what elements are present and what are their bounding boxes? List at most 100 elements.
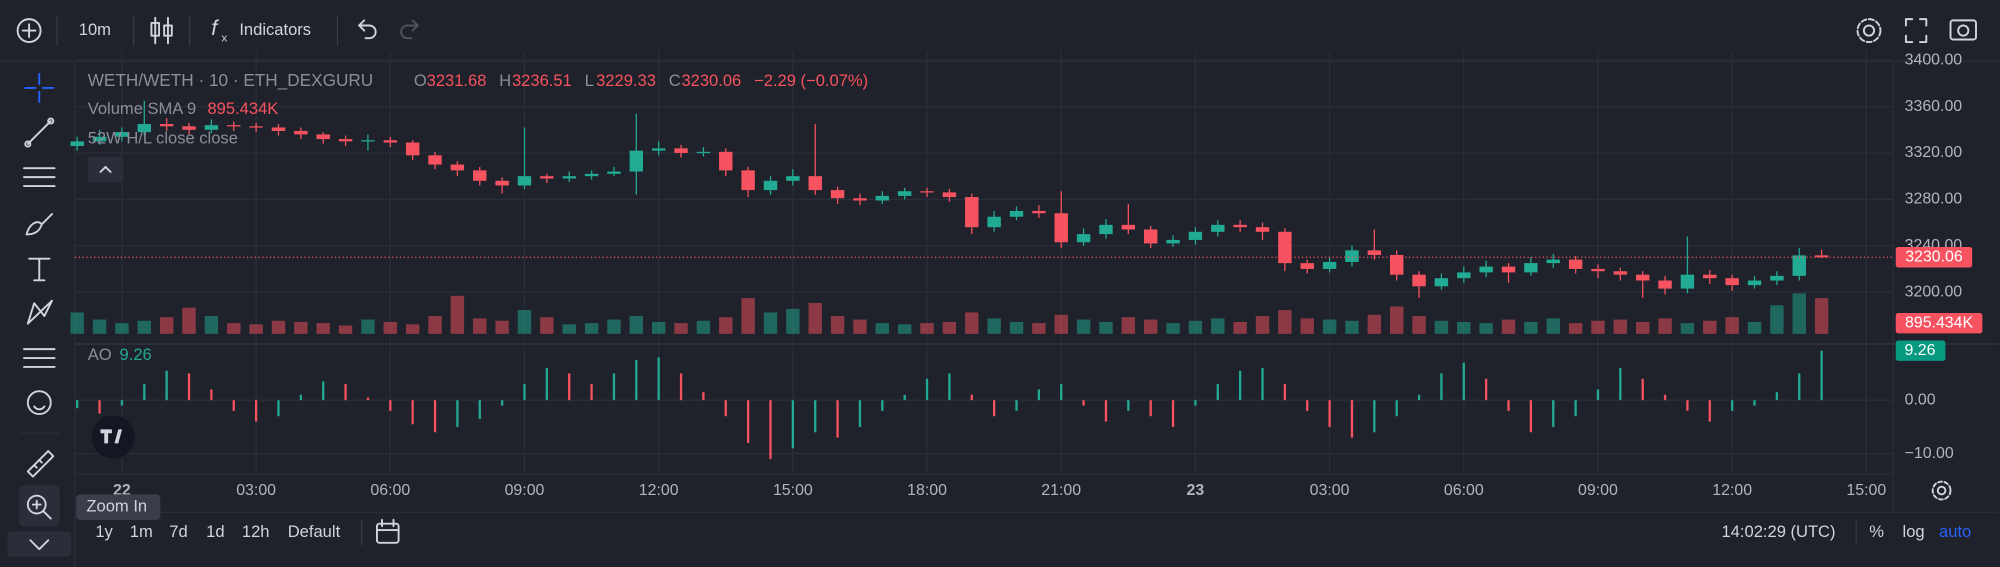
percent-button[interactable]: % bbox=[1869, 522, 1884, 541]
log-button[interactable]: log bbox=[1903, 522, 1925, 541]
volume-bar bbox=[182, 307, 196, 334]
ao-bar bbox=[545, 368, 548, 401]
axis-settings-button[interactable] bbox=[1931, 480, 1952, 501]
candle-body bbox=[1211, 224, 1225, 232]
fib-tool[interactable] bbox=[23, 167, 56, 187]
chart-style-button[interactable] bbox=[150, 16, 173, 45]
indicator-legend: 52W H/L close close bbox=[88, 128, 238, 147]
volume-bar bbox=[383, 321, 398, 334]
candle-body bbox=[987, 216, 1001, 228]
ao-bar bbox=[635, 360, 638, 401]
volume-bar bbox=[1412, 315, 1426, 334]
candle-body bbox=[763, 180, 778, 191]
range-button[interactable]: 7d bbox=[169, 522, 187, 541]
candle-body bbox=[808, 176, 822, 191]
range-button[interactable]: 1d bbox=[206, 522, 224, 541]
pattern-tool[interactable] bbox=[26, 299, 53, 325]
ao-bar bbox=[299, 394, 302, 401]
auto-button[interactable]: auto bbox=[1939, 522, 1971, 541]
candle-body bbox=[1188, 231, 1203, 240]
y-tick-label: 3200.00 bbox=[1905, 283, 1963, 300]
candle-body bbox=[204, 125, 219, 130]
candle-body bbox=[1546, 259, 1560, 264]
candle-body bbox=[1121, 224, 1136, 230]
volume-bar bbox=[338, 325, 353, 334]
fullscreen-button[interactable] bbox=[1904, 18, 1928, 44]
ao-bar bbox=[1462, 362, 1465, 401]
volume-bar bbox=[584, 323, 599, 334]
x-tick-label: 03:00 bbox=[1310, 482, 1350, 499]
legend-open: 3231.68 bbox=[427, 71, 487, 90]
candle-body bbox=[294, 130, 308, 135]
ao-bar bbox=[254, 400, 258, 422]
indicators-button[interactable]: Indicators bbox=[239, 20, 311, 39]
volume-bar bbox=[674, 323, 688, 334]
trend-line-tool[interactable] bbox=[24, 117, 55, 148]
ao-bar bbox=[1485, 378, 1488, 401]
volume-bar bbox=[763, 312, 778, 334]
volume-bar bbox=[1792, 293, 1806, 334]
volume-bar bbox=[450, 295, 465, 334]
hide-toolbar-button[interactable] bbox=[7, 531, 72, 557]
clock[interactable]: 14:02:29 (UTC) bbox=[1721, 522, 1835, 541]
ao-bar bbox=[1350, 400, 1354, 438]
settings-button[interactable] bbox=[1856, 18, 1882, 44]
text-tool[interactable] bbox=[28, 257, 51, 282]
ao-bar bbox=[1507, 400, 1510, 411]
range-button[interactable]: 12h bbox=[242, 522, 270, 541]
ao-bar bbox=[836, 400, 839, 438]
go-to-date-button[interactable] bbox=[375, 518, 400, 544]
candle-body bbox=[316, 134, 330, 140]
candle-body bbox=[1322, 261, 1337, 269]
ao-bar bbox=[210, 389, 213, 401]
candle-body bbox=[159, 124, 174, 127]
volume-bar bbox=[897, 324, 912, 334]
candle-body bbox=[473, 170, 487, 181]
ao-bar bbox=[478, 400, 481, 419]
candle-body bbox=[1457, 272, 1471, 279]
volume-sma-label: 895.434K bbox=[1905, 314, 1973, 331]
undo-button[interactable] bbox=[358, 19, 377, 40]
legend-low: 3229.33 bbox=[596, 71, 656, 90]
volume-bar bbox=[629, 315, 644, 334]
screenshot-button[interactable] bbox=[1949, 19, 1977, 41]
last-price-box bbox=[1895, 247, 1973, 268]
volume-bar bbox=[1076, 319, 1091, 334]
candle-body bbox=[1032, 210, 1046, 214]
y-tick-label: 3280.00 bbox=[1905, 191, 1963, 208]
ao-bar bbox=[456, 400, 459, 427]
ao-bar bbox=[1306, 400, 1309, 411]
zoom-in-tool[interactable] bbox=[18, 485, 60, 527]
forecast-tool[interactable] bbox=[23, 348, 56, 368]
tradingview-logo[interactable] bbox=[91, 415, 135, 459]
x-tick-label: 06:00 bbox=[1444, 482, 1484, 499]
add-symbol-button[interactable] bbox=[16, 18, 42, 44]
emoji-tool[interactable] bbox=[26, 390, 52, 416]
y-tick-label: 3400.00 bbox=[1905, 51, 1963, 68]
crosshair-tool[interactable] bbox=[24, 72, 55, 103]
collapse-legend-button[interactable] bbox=[87, 156, 124, 183]
candle-body bbox=[1300, 263, 1314, 269]
volume-bar bbox=[204, 315, 219, 334]
redo-button[interactable] bbox=[400, 19, 419, 40]
volume-bar bbox=[562, 324, 576, 334]
candle-body bbox=[92, 136, 107, 142]
tooltip: Zoom In bbox=[76, 494, 161, 520]
range-button[interactable]: 1y bbox=[95, 522, 113, 541]
candle-body bbox=[1255, 227, 1270, 232]
candle-body bbox=[1770, 275, 1784, 281]
ao-value-label: 9.26 bbox=[1904, 342, 1935, 359]
brush-tool[interactable] bbox=[25, 213, 53, 236]
interval-button[interactable]: 10m bbox=[79, 20, 111, 39]
volume-bar bbox=[1613, 319, 1628, 334]
ao-bar bbox=[1037, 389, 1041, 401]
ruler-tool[interactable] bbox=[26, 450, 55, 478]
candle-body bbox=[249, 126, 263, 128]
volume-bar bbox=[1322, 319, 1337, 334]
range-button[interactable]: Default bbox=[288, 522, 341, 541]
range-button[interactable]: 1m bbox=[130, 522, 153, 541]
x-tick-label: 15:00 bbox=[1846, 482, 1886, 499]
ao-bar bbox=[232, 400, 235, 411]
ao-bar bbox=[881, 400, 884, 411]
